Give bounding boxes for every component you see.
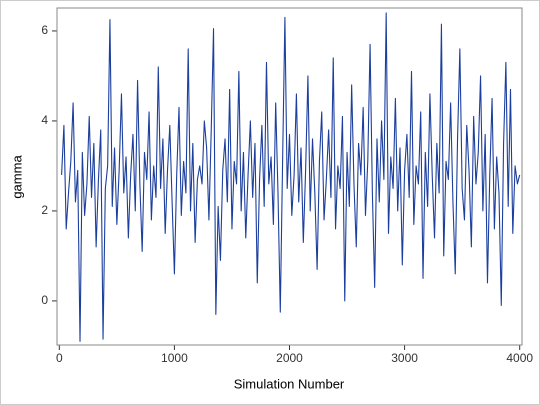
x-axis-title: Simulation Number (234, 376, 345, 391)
y-tick-label: 2 (41, 203, 48, 217)
x-tick-label: 1000 (161, 351, 188, 365)
x-tick-label: 3000 (391, 351, 418, 365)
y-tick-label: 0 (41, 293, 48, 307)
x-tick-label: 4000 (506, 351, 533, 365)
y-tick-label: 6 (41, 23, 48, 37)
x-tick-label: 0 (56, 351, 63, 365)
y-tick-label: 4 (41, 113, 48, 127)
x-tick-label: 2000 (276, 351, 303, 365)
trace-line (61, 12, 521, 342)
plot-frame (56, 7, 523, 346)
y-axis-title: gamma (9, 155, 24, 199)
